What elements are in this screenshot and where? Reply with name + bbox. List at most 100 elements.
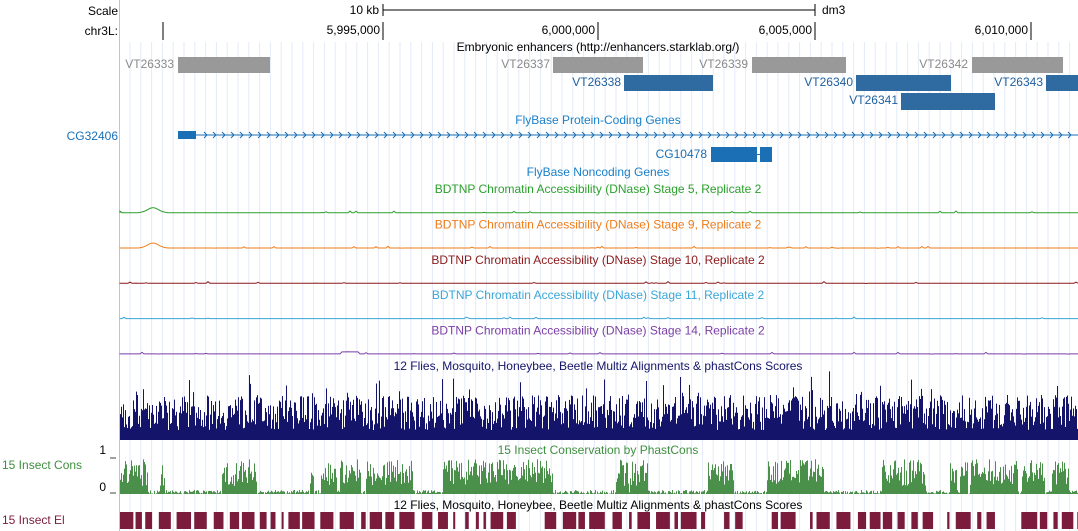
chevron <box>356 131 361 139</box>
track-title: BDTNP Chromatin Accessibility (DNase) St… <box>435 182 762 196</box>
enhancer <box>1046 75 1078 91</box>
element <box>213 512 224 529</box>
element <box>438 512 448 529</box>
axis-label: 0 <box>99 480 106 494</box>
element <box>816 512 830 529</box>
chevron <box>302 131 307 139</box>
enhancer <box>178 57 270 73</box>
element <box>453 512 456 529</box>
scale-label: Scale <box>88 4 118 18</box>
element <box>562 512 577 529</box>
chevron <box>572 131 577 139</box>
chevron <box>527 131 532 139</box>
chevron <box>203 131 208 139</box>
chevron <box>1004 131 1009 139</box>
element <box>1021 512 1038 529</box>
chevron <box>851 131 856 139</box>
enhancer <box>972 57 1063 73</box>
element <box>1039 512 1048 529</box>
element <box>869 512 881 529</box>
gene-exon <box>760 147 772 162</box>
track-title: BDTNP Chromatin Accessibility (DNase) St… <box>431 253 765 267</box>
track-title: BDTNP Chromatin Accessibility (DNase) St… <box>432 288 765 302</box>
dnase-tracks: BDTNP Chromatin Accessibility (DNase) St… <box>119 182 1078 355</box>
element <box>589 512 605 529</box>
chevron <box>437 131 442 139</box>
chevron <box>662 131 667 139</box>
axis-label: 1 <box>99 443 106 457</box>
enhancer-label: VT26340 <box>804 75 853 89</box>
chevron <box>1058 131 1063 139</box>
enhancer <box>752 57 846 73</box>
chevron <box>761 131 766 139</box>
chevron <box>365 131 370 139</box>
element <box>857 512 867 529</box>
chevron <box>833 131 838 139</box>
chevron <box>896 131 901 139</box>
chevron <box>869 131 874 139</box>
chevron <box>914 131 919 139</box>
element <box>229 512 240 529</box>
element <box>281 512 284 529</box>
ruler-tick-label: 6,000,000 <box>542 23 596 37</box>
chevron <box>518 131 523 139</box>
chevron <box>689 131 694 139</box>
gene-exon <box>178 131 196 139</box>
chevron <box>941 131 946 139</box>
chevron <box>644 131 649 139</box>
track-title: FlyBase Protein-Coding Genes <box>515 113 680 127</box>
chevron <box>617 131 622 139</box>
element <box>897 512 905 529</box>
chevron <box>401 131 406 139</box>
chevron <box>887 131 892 139</box>
track-title: 15 Insect Conservation by PhastCons <box>498 443 699 457</box>
element <box>836 512 851 529</box>
track-title: 12 Flies, Mosquito, Honeybee, Beetle Mul… <box>394 498 803 512</box>
element <box>911 512 918 529</box>
element <box>399 512 415 529</box>
dnase-signal <box>119 242 1078 249</box>
chevron <box>464 131 469 139</box>
element <box>637 512 651 529</box>
gene-label: CG32406 <box>67 129 119 143</box>
ruler-tick-label: 6,010,000 <box>975 23 1029 37</box>
chevron <box>374 131 379 139</box>
chevron <box>311 131 316 139</box>
element <box>320 512 334 529</box>
grid <box>129 42 1071 531</box>
element <box>361 512 366 529</box>
enhancer-label: VT26338 <box>572 75 621 89</box>
element <box>674 512 678 529</box>
element <box>158 512 171 529</box>
chevron <box>320 131 325 139</box>
chevron <box>725 131 730 139</box>
element <box>176 512 192 529</box>
chevron <box>257 131 262 139</box>
chevron <box>545 131 550 139</box>
chevron <box>428 131 433 139</box>
phastcons-signal <box>120 459 1078 494</box>
element <box>288 512 300 529</box>
chevron <box>752 131 757 139</box>
chevron <box>977 131 982 139</box>
chevron <box>995 131 1000 139</box>
element <box>194 512 207 529</box>
element <box>977 512 982 529</box>
element <box>701 512 706 529</box>
chevron <box>581 131 586 139</box>
chevron <box>383 131 388 139</box>
chevron <box>743 131 748 139</box>
chevron <box>1013 131 1018 139</box>
enhancer-label: VT26343 <box>994 75 1043 89</box>
enhancer-label: VT26337 <box>501 57 550 71</box>
enhancer <box>553 57 643 73</box>
chevron <box>1067 131 1072 139</box>
element <box>986 512 995 529</box>
dnase-signal <box>119 351 1078 355</box>
chevron <box>788 131 793 139</box>
element <box>135 512 142 529</box>
enhancer-label: VT26333 <box>125 57 174 71</box>
chevron <box>923 131 928 139</box>
track-title: BDTNP Chromatin Accessibility (DNase) St… <box>431 323 765 337</box>
